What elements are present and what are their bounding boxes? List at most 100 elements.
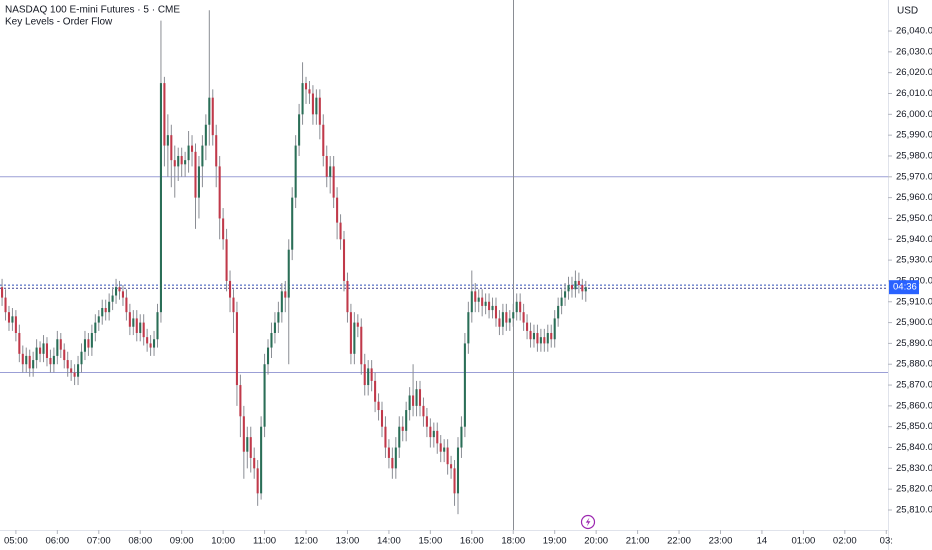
candle-body bbox=[494, 305, 498, 319]
x-tick-label: 18:00 bbox=[501, 536, 525, 547]
x-tick-label: 21:00 bbox=[626, 536, 650, 547]
chart-subtitle: Key Levels - Order Flow bbox=[5, 17, 113, 28]
candle-body bbox=[215, 135, 218, 167]
candle-body bbox=[39, 347, 42, 354]
candle-body bbox=[253, 457, 256, 469]
candle-body bbox=[450, 464, 453, 469]
candle-body bbox=[108, 301, 111, 313]
candle-body bbox=[398, 426, 401, 448]
y-tick-label: 26,030.00 bbox=[896, 46, 932, 57]
candle-body bbox=[153, 339, 156, 348]
candle-body bbox=[456, 447, 460, 494]
candle-body bbox=[325, 155, 328, 177]
candle-body bbox=[467, 312, 470, 344]
candle-body bbox=[94, 322, 97, 333]
candle-body bbox=[173, 160, 176, 167]
candle-body bbox=[384, 426, 387, 448]
candle-body bbox=[208, 97, 211, 125]
candles bbox=[1, 10, 587, 515]
y-tick-label: 26,000.00 bbox=[896, 109, 932, 120]
x-tick-label: 15:00 bbox=[418, 536, 442, 547]
y-tick-label: 25,830.00 bbox=[896, 463, 932, 474]
candle-body bbox=[349, 312, 352, 354]
candle-body bbox=[287, 249, 290, 298]
candle-body bbox=[418, 389, 422, 406]
y-tick-label: 25,990.00 bbox=[896, 130, 932, 141]
candle-body bbox=[11, 316, 14, 323]
candle-body bbox=[273, 322, 276, 333]
candle-body bbox=[443, 447, 446, 452]
x-tick-label: 08:00 bbox=[128, 536, 152, 547]
candle-body bbox=[356, 322, 359, 327]
candle-body bbox=[353, 322, 356, 354]
candle-body bbox=[149, 343, 152, 348]
candle-body bbox=[526, 322, 529, 331]
candle-body bbox=[577, 280, 580, 286]
candle-body bbox=[97, 316, 100, 323]
candle-body bbox=[329, 166, 332, 177]
candle-body bbox=[125, 297, 128, 313]
candle-body bbox=[360, 326, 363, 365]
candle-body bbox=[232, 297, 235, 313]
candle-body bbox=[194, 151, 197, 198]
candle-body bbox=[308, 89, 311, 94]
candle-body bbox=[70, 368, 73, 373]
candle-body bbox=[101, 308, 104, 317]
candle-body bbox=[564, 291, 567, 298]
candle-body bbox=[256, 468, 259, 494]
candle-body bbox=[90, 332, 93, 348]
candle-body bbox=[439, 443, 442, 452]
candle-body bbox=[28, 355, 31, 369]
last-price-box bbox=[889, 280, 919, 295]
candle-body bbox=[128, 312, 131, 327]
axes: 25,810.00 25,820.00 25,830.00 25,840.00 25,8… bbox=[4, 26, 932, 547]
candle-body bbox=[18, 332, 21, 354]
candle-body bbox=[536, 332, 539, 344]
candle-body bbox=[263, 364, 266, 427]
candle-body bbox=[543, 337, 546, 344]
candle-body bbox=[201, 145, 204, 167]
candle-body bbox=[391, 457, 394, 469]
candle-body bbox=[291, 197, 294, 250]
candle-body bbox=[488, 301, 491, 311]
candle-body bbox=[187, 145, 190, 161]
candle-body bbox=[260, 426, 263, 494]
candle-body bbox=[505, 312, 508, 323]
candle-body bbox=[266, 347, 270, 365]
x-tick-label: 05:00 bbox=[4, 536, 28, 547]
x-tick-label: 01:00 bbox=[791, 536, 815, 547]
candle-body bbox=[211, 97, 214, 136]
candle-body bbox=[170, 135, 173, 161]
candle-body bbox=[498, 318, 501, 327]
candle-body bbox=[191, 145, 194, 152]
candle-body bbox=[342, 239, 346, 281]
candle-body bbox=[80, 351, 83, 365]
y-tick-label: 25,850.00 bbox=[896, 421, 932, 432]
candle-body bbox=[550, 332, 553, 340]
candle-body bbox=[532, 332, 536, 340]
x-tick-label: 06:00 bbox=[45, 536, 69, 547]
candle-body bbox=[280, 291, 283, 313]
candle-body bbox=[163, 83, 166, 146]
y-tick-label: 25,810.00 bbox=[896, 505, 932, 516]
candle-body bbox=[512, 312, 515, 319]
candle-body bbox=[336, 197, 339, 223]
candle-body bbox=[491, 305, 494, 311]
candle-body bbox=[246, 437, 249, 452]
candle-body bbox=[56, 339, 59, 356]
candle-body bbox=[204, 124, 207, 146]
candle-body bbox=[570, 285, 574, 290]
candle-body bbox=[177, 155, 180, 167]
candle-body bbox=[218, 166, 221, 219]
candle-body bbox=[519, 301, 522, 313]
candle-body bbox=[184, 160, 187, 165]
candle-body bbox=[139, 322, 142, 333]
candle-body bbox=[560, 297, 563, 306]
candle-body bbox=[436, 430, 439, 444]
candle-body bbox=[315, 97, 318, 115]
candle-body bbox=[515, 301, 518, 313]
x-tick-label: 10:00 bbox=[211, 536, 235, 547]
candle-body bbox=[484, 301, 487, 306]
y-tick-label: 25,980.00 bbox=[896, 150, 932, 161]
